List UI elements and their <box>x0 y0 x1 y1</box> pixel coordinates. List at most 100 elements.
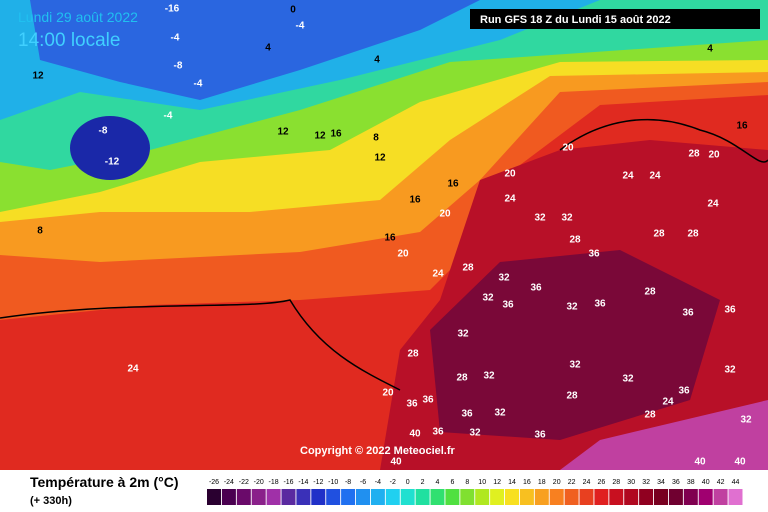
temperature-label: 24 <box>622 171 634 182</box>
temperature-label: 28 <box>687 229 699 240</box>
color-swatch <box>698 489 713 505</box>
colorbar-label: -2 <box>390 479 396 486</box>
color-swatch <box>624 489 639 505</box>
temperature-label: 12 <box>32 71 44 82</box>
temperature-label: 36 <box>432 427 444 438</box>
color-swatch <box>519 489 534 505</box>
color-swatch <box>728 489 743 505</box>
colorbar-label: -24 <box>224 479 234 486</box>
temperature-label: 36 <box>678 386 690 397</box>
color-swatch <box>221 489 236 505</box>
temperature-label: 12 <box>374 153 386 164</box>
temperature-label: 32 <box>498 273 510 284</box>
temperature-label: 28 <box>566 391 578 402</box>
colorbar-label: 36 <box>672 479 680 486</box>
colorbar-label: -26 <box>209 479 219 486</box>
colorbar-label: 26 <box>598 479 606 486</box>
temperature-label: 16 <box>447 179 459 190</box>
temperature-label: 28 <box>462 263 474 274</box>
colorbar-label: 30 <box>627 479 635 486</box>
temperature-label: 36 <box>461 409 473 420</box>
temperature-label: 4 <box>374 55 380 66</box>
colorbar-label: 32 <box>642 479 650 486</box>
temperature-label: 24 <box>662 397 674 408</box>
temperature-label: 40 <box>694 457 706 468</box>
colorbar-label: 0 <box>406 479 410 486</box>
temperature-label: 4 <box>707 44 713 55</box>
temperature-label: 32 <box>457 329 469 340</box>
temperature-label: -8 <box>99 126 108 137</box>
temperature-label: 20 <box>382 388 394 399</box>
temperature-label: 16 <box>736 121 748 132</box>
temperature-label: -4 <box>164 111 173 122</box>
color-swatch <box>475 489 490 505</box>
color-swatch <box>370 489 385 505</box>
color-swatch <box>415 489 430 505</box>
color-swatch <box>430 489 445 505</box>
temperature-label: -12 <box>105 157 120 168</box>
temperature-label: 28 <box>569 235 581 246</box>
colorbar-label: 14 <box>508 479 516 486</box>
colorbar-label: -12 <box>313 479 323 486</box>
colorbar-label: 44 <box>732 479 740 486</box>
lead-time: (+ 330h) <box>30 495 72 507</box>
temperature-label: 28 <box>688 149 700 160</box>
colorbar-label: 6 <box>450 479 454 486</box>
temperature-label: 24 <box>649 171 661 182</box>
temperature-label: 36 <box>422 395 434 406</box>
color-swatch <box>505 489 519 505</box>
color-swatch <box>564 489 579 505</box>
temperature-label: 32 <box>724 365 736 376</box>
time: 14:00 locale <box>18 30 120 51</box>
temperature-label: 32 <box>561 213 573 224</box>
color-swatch <box>236 489 251 505</box>
colorbar-label: -18 <box>269 479 279 486</box>
color-swatch <box>579 489 594 505</box>
color-swatch <box>654 489 668 505</box>
copyright: Copyright © 2022 Meteociel.fr <box>300 445 456 457</box>
temperature-label: 32 <box>469 428 481 439</box>
colorbar-label: 18 <box>538 479 546 486</box>
temperature-label: 16 <box>330 129 342 140</box>
colorbar-label: -10 <box>328 479 338 486</box>
temperature-label: 0 <box>290 5 296 16</box>
temperature-label: 24 <box>504 194 516 205</box>
color-swatch <box>207 489 221 505</box>
temperature-label: 12 <box>277 127 289 138</box>
colorbar-label: -16 <box>283 479 293 486</box>
temperature-label: 36 <box>530 283 542 294</box>
temperature-label: 32 <box>622 374 634 385</box>
temperature-label: 8 <box>373 133 379 144</box>
field-magenta <box>560 400 768 470</box>
temperature-label: 24 <box>127 364 139 375</box>
color-swatch <box>356 489 370 505</box>
temperature-label: 40 <box>390 457 402 468</box>
temperature-label: 32 <box>482 293 494 304</box>
temperature-label: 36 <box>724 305 736 316</box>
temperature-label: 4 <box>265 43 271 54</box>
temperature-label: -4 <box>296 21 305 32</box>
color-swatch <box>326 489 341 505</box>
color-swatch <box>281 489 296 505</box>
temperature-label: 36 <box>682 308 694 319</box>
temperature-label: -4 <box>171 33 180 44</box>
colorbar-label: 20 <box>553 479 561 486</box>
temperature-label: 36 <box>594 299 606 310</box>
contour <box>0 299 401 391</box>
color-swatch <box>385 489 400 505</box>
temperature-label: 28 <box>407 349 419 360</box>
colorbar-label: -8 <box>345 479 351 486</box>
colorbar-label: -22 <box>239 479 249 486</box>
colorbar-label: 24 <box>583 479 591 486</box>
colorbar-label: 2 <box>421 479 425 486</box>
color-swatch <box>713 489 728 505</box>
temperature-label: 20 <box>504 169 516 180</box>
temperature-label: 32 <box>494 408 506 419</box>
color-swatch <box>609 489 624 505</box>
field-cold-core <box>70 116 150 180</box>
temperature-label: 32 <box>483 371 495 382</box>
color-swatch <box>683 489 698 505</box>
temperature-label: 16 <box>384 233 396 244</box>
temperature-label: -16 <box>165 4 180 15</box>
